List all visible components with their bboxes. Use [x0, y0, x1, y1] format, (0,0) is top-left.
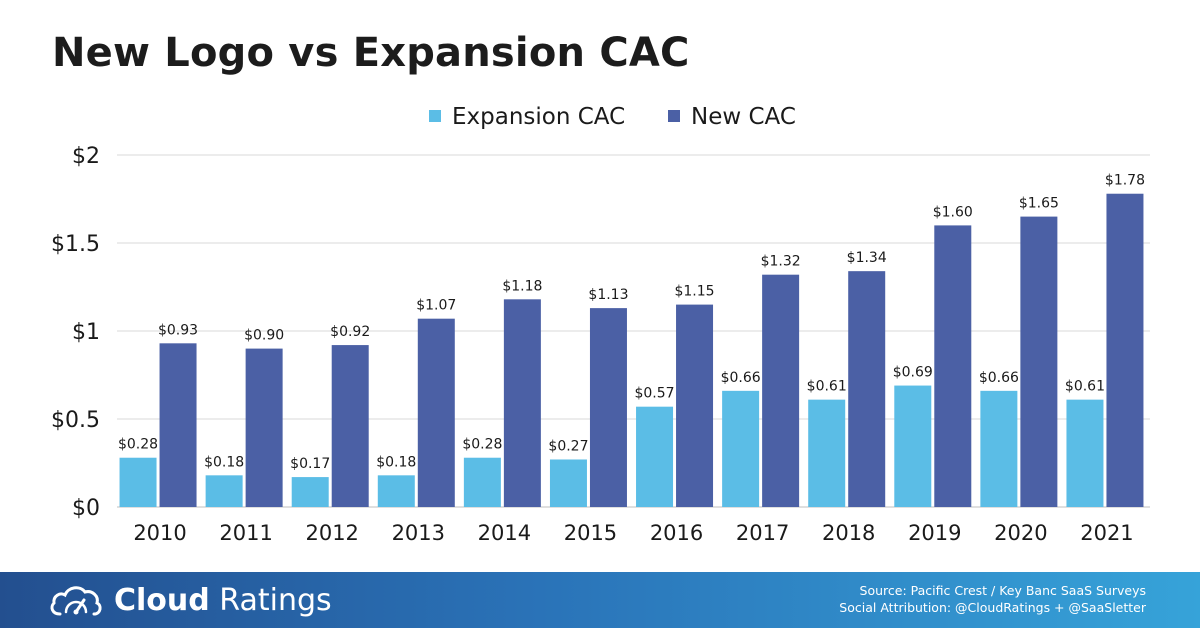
brand-name-bold: Cloud [114, 582, 210, 618]
bar-expansion-cac [808, 399, 846, 507]
brand-name: Cloud Ratings [114, 583, 332, 618]
data-label: $0.61 [807, 379, 847, 395]
data-label: $0.28 [118, 437, 158, 453]
data-label: $1.60 [933, 204, 973, 220]
y-tick-label: $0.5 [51, 408, 100, 433]
bar-expansion-cac [119, 457, 157, 507]
source-line: Source: Pacific Crest / Key Banc SaaS Su… [859, 583, 1146, 598]
bar-new-cac [934, 225, 972, 507]
x-tick-label: 2020 [994, 521, 1047, 545]
bar-new-cac [503, 299, 541, 507]
x-tick-label: 2012 [305, 521, 358, 545]
bar-expansion-cac [722, 390, 760, 507]
data-label: $1.18 [502, 278, 542, 294]
y-tick-label: $1 [72, 320, 100, 345]
data-label: $1.65 [1019, 196, 1059, 212]
x-tick-label: 2010 [133, 521, 186, 545]
data-label: $0.61 [1065, 379, 1105, 395]
attribution-line: Social Attribution: @CloudRatings + @Saa… [839, 600, 1146, 615]
x-tick-label: 2021 [1080, 521, 1133, 545]
data-label: $0.66 [721, 370, 761, 386]
bar-new-cac [159, 343, 197, 507]
legend-swatch [668, 110, 680, 122]
data-label: $1.32 [761, 254, 801, 270]
bar-new-cac [245, 348, 283, 507]
bar-expansion-cac [549, 459, 587, 507]
cloud-gauge-icon [50, 586, 102, 616]
data-label: $0.69 [893, 365, 933, 381]
data-label: $0.66 [979, 370, 1019, 386]
bar-expansion-cac [377, 475, 415, 507]
bar-new-cac [1106, 193, 1144, 507]
x-tick-label: 2017 [736, 521, 789, 545]
source-attribution: Source: Pacific Crest / Key Banc SaaS Su… [839, 582, 1146, 616]
legend-label: New CAC [691, 104, 796, 130]
y-tick-label: $0 [72, 496, 100, 521]
data-label: $0.90 [244, 328, 284, 344]
bar-new-cac [331, 345, 369, 507]
bar-new-cac [762, 274, 800, 507]
brand-name-light: Ratings [219, 582, 332, 618]
data-label: $0.18 [204, 454, 244, 470]
data-label: $0.28 [462, 437, 502, 453]
data-label: $1.34 [847, 250, 887, 266]
data-label: $1.07 [416, 298, 456, 314]
x-tick-label: 2011 [219, 521, 272, 545]
brand-logo: Cloud Ratings [48, 581, 332, 619]
x-tick-label: 2019 [908, 521, 961, 545]
y-tick-label: $1.5 [51, 232, 100, 257]
chart-title: New Logo vs Expansion CAC [52, 30, 690, 76]
bar-expansion-cac [980, 390, 1018, 507]
footer-banner: Cloud Ratings Source: Pacific Crest / Ke… [0, 572, 1200, 628]
bar-expansion-cac [636, 406, 674, 507]
bar-expansion-cac [894, 385, 932, 507]
bar-expansion-cac [463, 457, 501, 507]
data-label: $0.93 [158, 322, 198, 338]
legend-swatch [429, 110, 441, 122]
x-tick-label: 2015 [564, 521, 617, 545]
bar-new-cac [417, 318, 455, 507]
data-label: $0.17 [290, 456, 330, 472]
bar-new-cac [676, 304, 714, 507]
y-tick-label: $2 [72, 144, 100, 169]
bar-chart: $0 $0.5 $1 $1.5 $2 $0.28 $0.93 2010 $0.18 $0.90 20… [51, 104, 1150, 545]
bar-new-cac [589, 308, 627, 507]
data-label: $1.15 [674, 284, 714, 300]
data-label: $0.18 [376, 454, 416, 470]
bar-new-cac [1020, 216, 1058, 507]
data-label: $0.27 [548, 438, 588, 454]
bar-new-cac [848, 271, 886, 507]
legend-label: Expansion CAC [452, 104, 625, 130]
data-label: $1.78 [1105, 173, 1145, 189]
data-label: $1.13 [588, 287, 628, 303]
x-tick-label: 2013 [392, 521, 445, 545]
x-tick-label: 2016 [650, 521, 703, 545]
bar-expansion-cac [291, 477, 329, 507]
x-tick-label: 2018 [822, 521, 875, 545]
data-label: $0.92 [330, 324, 370, 340]
x-tick-label: 2014 [478, 521, 531, 545]
bar-expansion-cac [1066, 399, 1104, 507]
bar-expansion-cac [205, 475, 243, 507]
data-label: $0.57 [634, 386, 674, 402]
